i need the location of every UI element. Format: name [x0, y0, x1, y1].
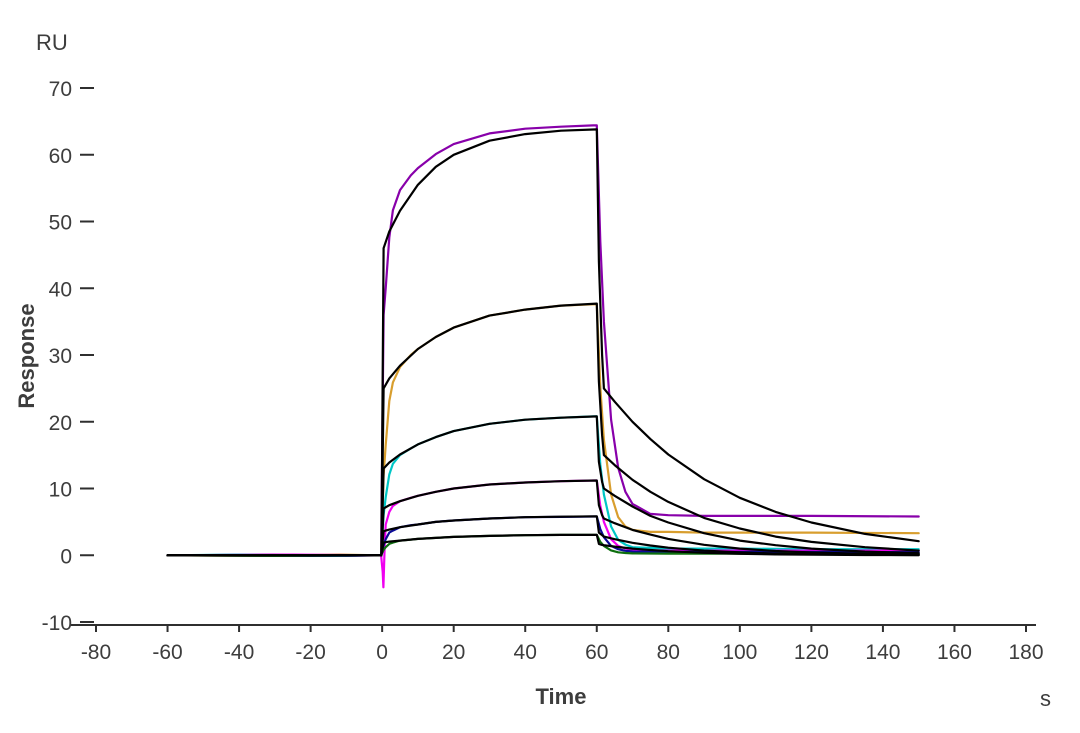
x-tick-label: 120 — [794, 641, 829, 664]
x-tick-label: -80 — [81, 641, 111, 664]
ru-unit-label: RU — [36, 30, 68, 55]
x-tick-label: -60 — [152, 641, 182, 664]
x-tick-label: -40 — [224, 641, 254, 664]
y-tick-label: 30 — [49, 345, 72, 368]
series-magenta — [166, 479, 920, 589]
x-axis-title: Time — [535, 684, 587, 709]
y-tick-label: 70 — [49, 78, 72, 101]
x-tick-label: -20 — [295, 641, 325, 664]
series-fit-purple — [166, 128, 920, 557]
y-tick-label: 40 — [49, 278, 72, 301]
y-tick-label: -10 — [42, 612, 72, 635]
x-tick-label: 20 — [442, 641, 465, 664]
y-axis-title: Response — [14, 303, 39, 409]
series-fit-blue — [166, 515, 920, 557]
series-gold — [166, 303, 920, 558]
y-tick-label: 0 — [60, 545, 72, 568]
series-fit-green — [166, 533, 920, 557]
y-tick-label: 50 — [49, 212, 72, 235]
series-fit-magenta — [166, 479, 920, 557]
series-fit-cyan — [166, 415, 920, 557]
series-fit-gold — [166, 302, 920, 557]
x-tick-label: 80 — [657, 641, 680, 664]
y-tick-label: 10 — [49, 479, 72, 502]
y-tick-label: 20 — [49, 412, 72, 435]
x-tick-label: 60 — [585, 641, 608, 664]
y-tick-label: 60 — [49, 145, 72, 168]
x-tick-label: 40 — [514, 641, 537, 664]
x-tick-label: 160 — [937, 641, 972, 664]
x-unit-label: s — [1040, 686, 1051, 711]
x-tick-label: 0 — [376, 641, 388, 664]
series-purple — [166, 124, 920, 558]
x-tick-label: 100 — [722, 641, 757, 664]
x-tick-label: 180 — [1008, 641, 1043, 664]
x-tick-label: 140 — [865, 641, 900, 664]
